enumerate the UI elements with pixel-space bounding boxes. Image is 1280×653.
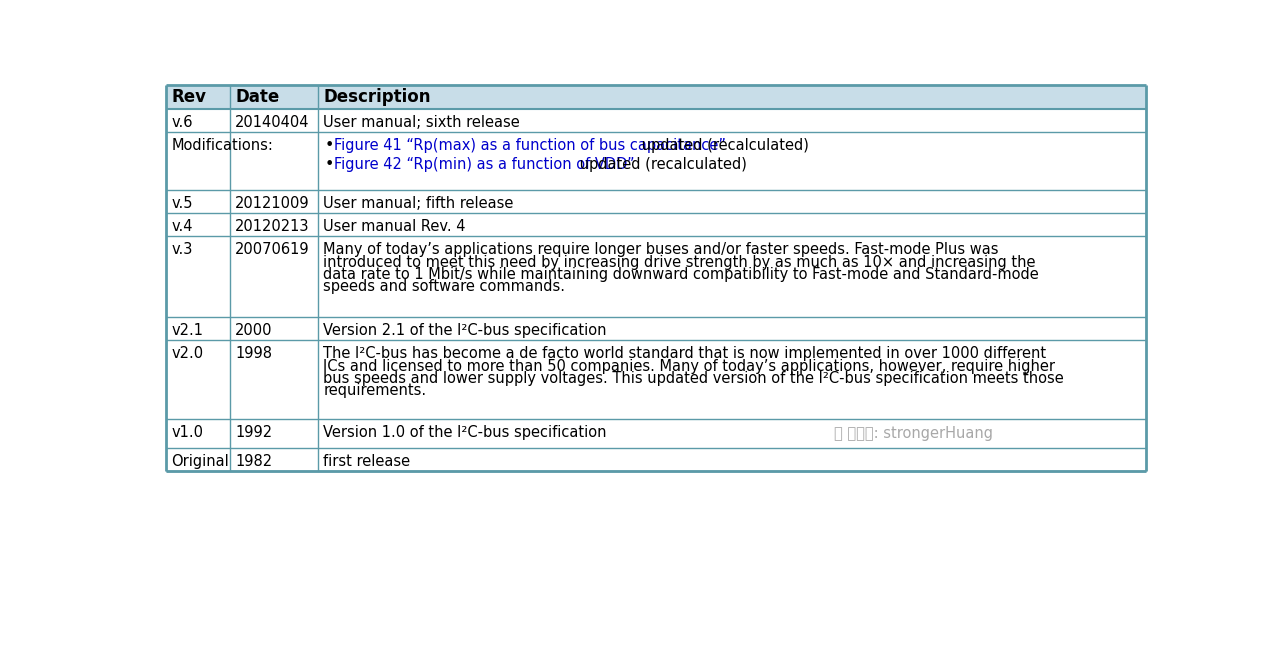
- Text: v.4: v.4: [172, 219, 193, 234]
- Bar: [166, 109, 1146, 133]
- Text: 2000: 2000: [236, 323, 273, 338]
- Text: v1.0: v1.0: [172, 425, 204, 440]
- Text: Original: Original: [172, 454, 229, 469]
- Text: 1998: 1998: [236, 346, 273, 361]
- Text: Version 2.1 of the I²C-bus specification: Version 2.1 of the I²C-bus specification: [324, 323, 607, 338]
- Bar: [166, 448, 1146, 471]
- Text: 🐾 微信号: strongerHuang: 🐾 微信号: strongerHuang: [835, 426, 993, 441]
- Text: •: •: [325, 157, 334, 172]
- Bar: [166, 419, 1146, 448]
- Bar: [166, 133, 1146, 190]
- Text: Figure 42 “Rp(min) as a function of VDD”: Figure 42 “Rp(min) as a function of VDD”: [334, 157, 635, 172]
- Text: Rev: Rev: [172, 88, 206, 106]
- Text: 20070619: 20070619: [236, 242, 310, 257]
- Text: 20140404: 20140404: [236, 116, 310, 131]
- Text: v.6: v.6: [172, 116, 193, 131]
- Text: User manual Rev. 4: User manual Rev. 4: [324, 219, 466, 234]
- Bar: [166, 84, 1146, 109]
- Text: 20120213: 20120213: [236, 219, 310, 234]
- Text: User manual; fifth release: User manual; fifth release: [324, 196, 513, 211]
- Text: v2.1: v2.1: [172, 323, 204, 338]
- Text: Description: Description: [324, 88, 431, 106]
- Text: v.3: v.3: [172, 242, 193, 257]
- Text: speeds and software commands.: speeds and software commands.: [324, 279, 566, 295]
- Bar: [166, 213, 1146, 236]
- Text: User manual; sixth release: User manual; sixth release: [324, 116, 520, 131]
- Bar: [166, 317, 1146, 340]
- Bar: [166, 190, 1146, 213]
- Text: 1982: 1982: [236, 454, 273, 469]
- Text: v2.0: v2.0: [172, 346, 204, 361]
- Bar: [166, 84, 1146, 471]
- Text: Version 1.0 of the I²C-bus specification: Version 1.0 of the I²C-bus specification: [324, 425, 607, 440]
- Text: 1992: 1992: [236, 425, 273, 440]
- Text: 20121009: 20121009: [236, 196, 310, 211]
- Text: data rate to 1 Mbit/s while maintaining downward compatibility to Fast-mode and : data rate to 1 Mbit/s while maintaining …: [324, 267, 1039, 282]
- Bar: [166, 340, 1146, 419]
- Text: requirements.: requirements.: [324, 383, 426, 398]
- Text: •: •: [325, 138, 334, 153]
- Text: Figure 41 “Rp(max) as a function of bus capacitance”: Figure 41 “Rp(max) as a function of bus …: [334, 138, 726, 153]
- Text: Many of today’s applications require longer buses and/or faster speeds. Fast-mod: Many of today’s applications require lon…: [324, 242, 998, 257]
- Text: introduced to meet this need by increasing drive strength by as much as 10× and : introduced to meet this need by increasi…: [324, 255, 1036, 270]
- Text: The I²C-bus has become a de facto world standard that is now implemented in over: The I²C-bus has become a de facto world …: [324, 346, 1047, 361]
- Text: ICs and licensed to more than 50 companies. Many of today’s applications, howeve: ICs and licensed to more than 50 compani…: [324, 358, 1056, 374]
- Text: Modifications:: Modifications:: [172, 138, 274, 153]
- Text: bus speeds and lower supply voltages. This updated version of the I²C-bus specif: bus speeds and lower supply voltages. Th…: [324, 371, 1064, 386]
- Text: updated (recalculated): updated (recalculated): [575, 157, 746, 172]
- Text: v.5: v.5: [172, 196, 193, 211]
- Text: first release: first release: [324, 454, 411, 469]
- Bar: [166, 236, 1146, 317]
- Text: updated (recalculated): updated (recalculated): [636, 138, 809, 153]
- Text: Date: Date: [236, 88, 279, 106]
